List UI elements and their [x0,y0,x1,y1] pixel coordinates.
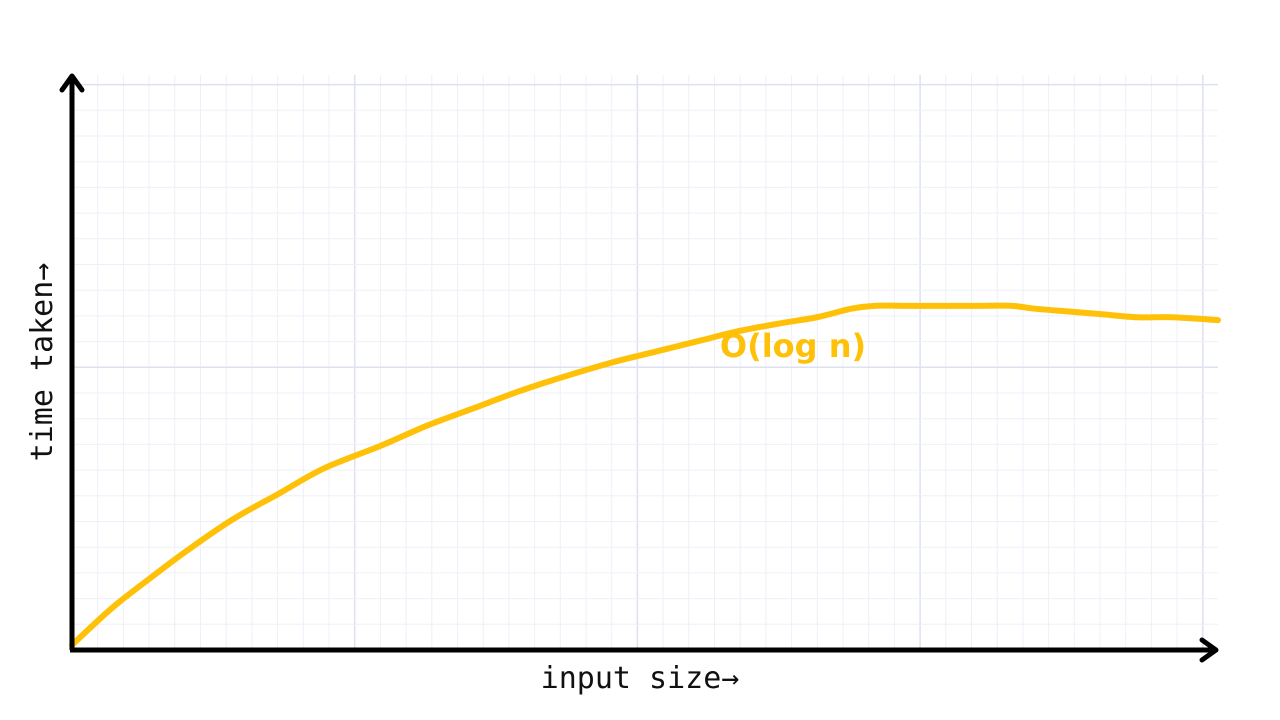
series-line-o-log-n [69,302,1221,648]
x-axis-arrow-icon [1199,637,1219,663]
y-axis-label: time taken→ [25,263,60,462]
y-axis-arrow-icon [59,73,85,93]
series-label-o-log-n: O(log n) [720,327,866,365]
axes [59,73,1219,663]
x-axis-label: input size→ [541,661,740,696]
grid [71,75,1218,651]
